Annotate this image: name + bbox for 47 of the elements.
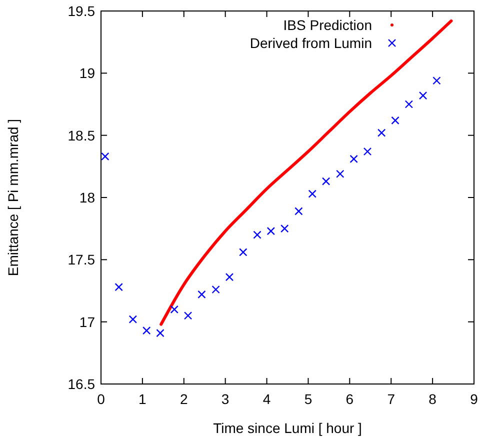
point — [212, 285, 220, 294]
x-tick-label: 2 — [180, 391, 188, 407]
point — [294, 207, 303, 216]
x-tick-label: 6 — [346, 391, 354, 407]
legend-label: Derived from Lumin — [250, 35, 372, 51]
point — [198, 290, 206, 299]
x-tick-label: 8 — [428, 391, 437, 407]
point — [101, 152, 110, 161]
point — [142, 326, 151, 335]
point — [266, 226, 276, 236]
point — [336, 170, 344, 178]
y-tick-label: 19.5 — [68, 3, 96, 19]
x-tick-label: 3 — [221, 391, 230, 407]
y-axis-title: Emittance [ Pi mm.mrad ] — [5, 118, 21, 276]
x-axis-title: Time since Lumi [ hour ] — [213, 420, 362, 436]
point — [280, 224, 289, 233]
point — [418, 91, 428, 100]
y-tick-label: 19 — [79, 65, 96, 82]
point — [432, 76, 441, 85]
legend-label: IBS Prediction — [283, 17, 372, 33]
y-tick-label: 17.5 — [68, 252, 96, 268]
point — [404, 100, 414, 108]
point — [128, 315, 138, 324]
point — [184, 312, 192, 320]
point — [391, 116, 400, 125]
y-tick-label: 18.5 — [68, 127, 96, 144]
point — [225, 272, 234, 282]
point — [308, 190, 316, 198]
y-tick-label: 17 — [79, 314, 96, 330]
line-series — [160, 19, 453, 326]
point — [156, 328, 164, 338]
point — [363, 147, 372, 156]
point — [377, 128, 386, 137]
point — [322, 177, 330, 186]
point — [350, 154, 358, 164]
point — [170, 305, 178, 314]
x-tick-label: 1 — [138, 391, 147, 407]
y-tick-label: 16.5 — [68, 376, 96, 392]
x-tick-label: 9 — [470, 391, 478, 407]
x-tick-label: 4 — [262, 391, 271, 407]
x-tick-label: 0 — [97, 391, 106, 407]
y-tick-label: 18 — [79, 190, 96, 206]
x-tick-label: 5 — [304, 391, 312, 407]
x-tick-label: 7 — [387, 391, 396, 407]
point — [114, 282, 123, 292]
point — [239, 248, 248, 256]
point — [253, 230, 262, 239]
